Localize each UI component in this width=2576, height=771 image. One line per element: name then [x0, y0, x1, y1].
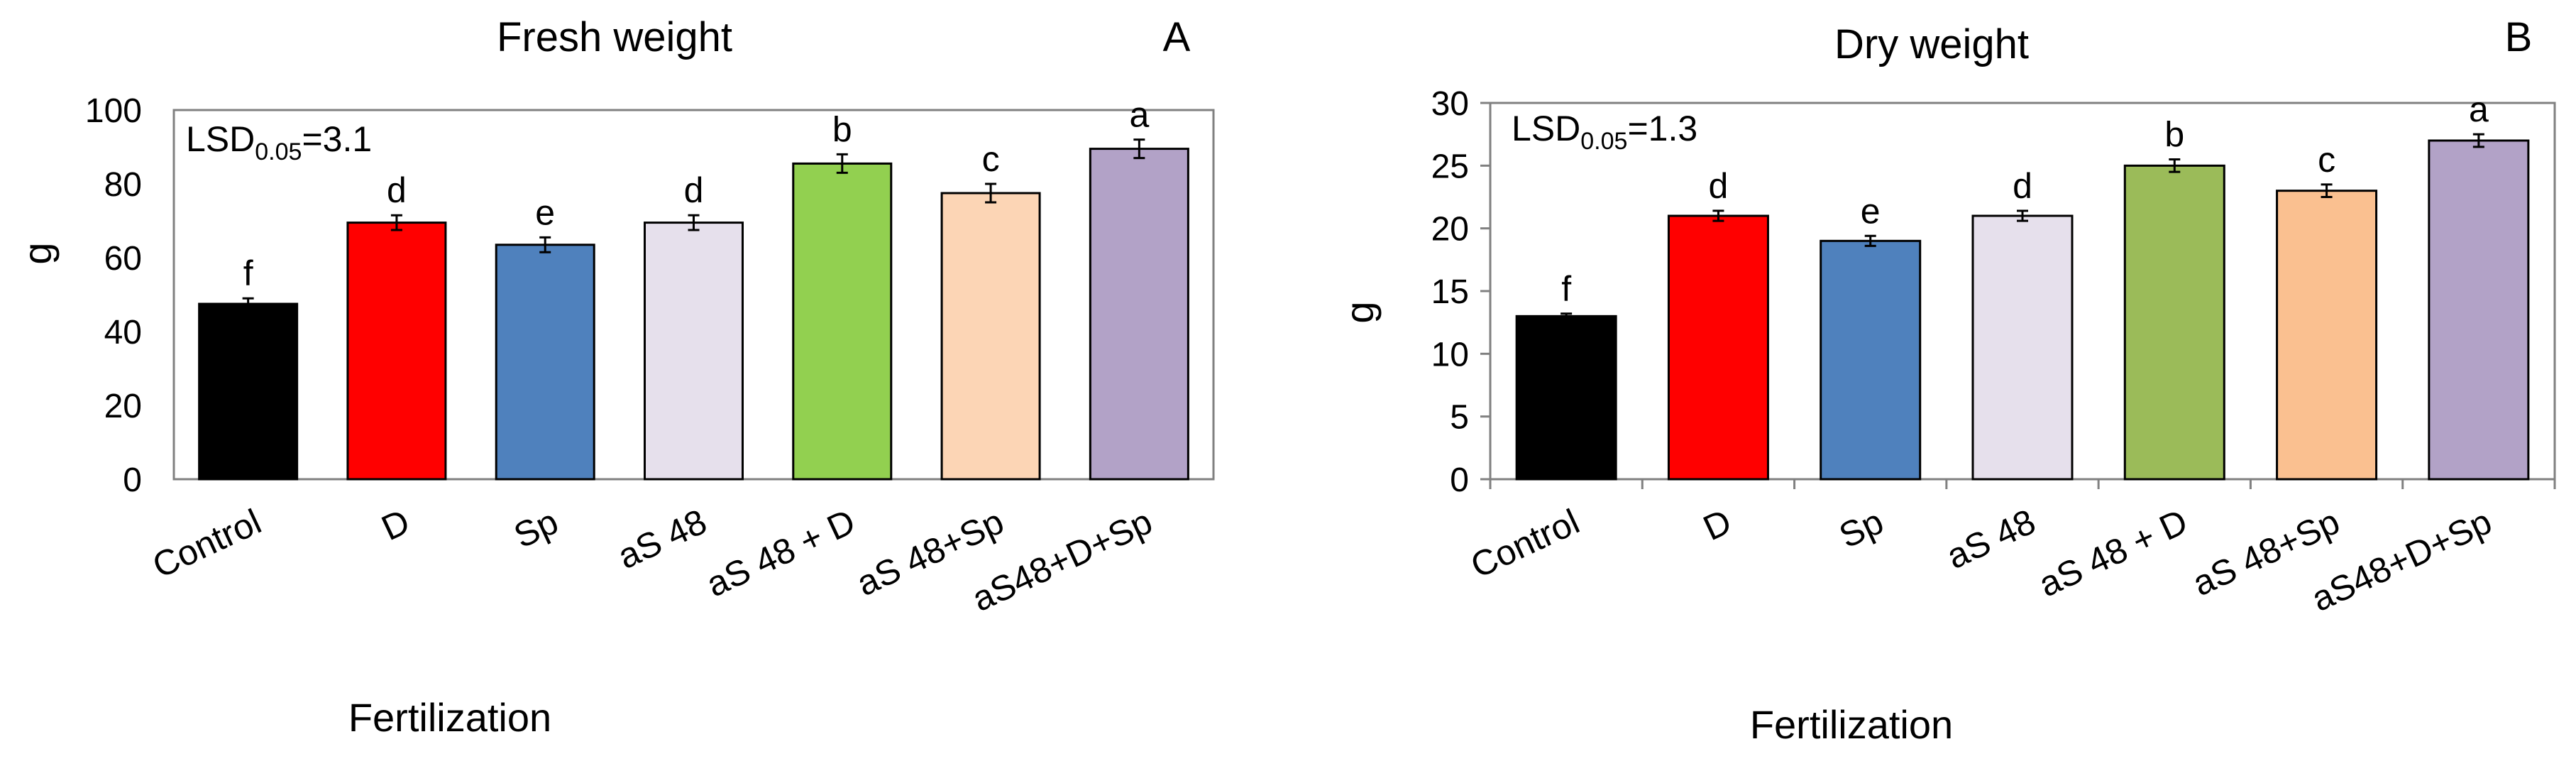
- x-tick-label: aS 48: [612, 501, 712, 576]
- error-bar: [1561, 312, 1573, 320]
- y-tick-label: 60: [104, 240, 142, 278]
- bar: [346, 222, 447, 481]
- lsd-annotation: LSD0.05=3.1: [186, 119, 372, 165]
- dry-weight-chart: Dry weight B LSD0.05=1.3 g Fertilization…: [1337, 14, 2556, 747]
- significance-letter: e: [535, 192, 555, 232]
- y-tick-label: 10: [1431, 336, 1469, 373]
- y-axis-label: g: [1337, 301, 1382, 323]
- lsd-value: =3.1: [302, 119, 372, 159]
- x-tick-label: aS 48 + D: [700, 501, 861, 604]
- y-tick-label: 0: [123, 461, 142, 499]
- error-bar: [2169, 158, 2181, 173]
- bar: [1820, 239, 1922, 481]
- chart-title: Dry weight: [1834, 21, 2029, 67]
- y-tick-label: 40: [104, 314, 142, 351]
- error-bar: [836, 153, 848, 174]
- panel-label: A: [1163, 14, 1191, 60]
- significance-letter: f: [243, 253, 253, 293]
- significance-letter: c: [2318, 140, 2335, 180]
- significance-letter: d: [2013, 166, 2032, 206]
- fresh-weight-chart: Fresh weight A LSD0.05=3.1 g Fertilizati…: [15, 14, 1215, 740]
- significance-letter: f: [1561, 269, 1571, 309]
- error-bar: [1133, 138, 1145, 160]
- bars: f d e d b c a: [198, 95, 1189, 481]
- x-axis-label: Fertilization: [1750, 702, 1953, 747]
- x-tick-label: Control: [147, 501, 268, 586]
- error-bar: [688, 214, 700, 231]
- error-bar: [2472, 133, 2484, 148]
- y-tick-label: 100: [85, 92, 142, 130]
- bar: [495, 244, 595, 481]
- bar: [1971, 214, 2074, 481]
- x-tick-label: aS 48: [1941, 501, 2042, 576]
- error-bar: [539, 236, 551, 253]
- x-axis-label: Fertilization: [348, 695, 551, 740]
- bar: [940, 192, 1041, 481]
- lsd-subscript: 0.05: [1580, 128, 1627, 155]
- error-bar: [985, 182, 997, 204]
- bar: [792, 162, 893, 481]
- bar: [1089, 148, 1189, 481]
- lsd-annotation: LSD0.05=1.3: [1512, 109, 1697, 155]
- y-tick-label: 0: [1450, 461, 1469, 499]
- significance-letter: c: [982, 139, 1000, 179]
- significance-letter: e: [1861, 191, 1881, 231]
- significance-letter: b: [832, 109, 852, 149]
- x-tick-label: Sp: [508, 501, 564, 556]
- y-tick-label: 15: [1431, 273, 1469, 311]
- bars: f d e d b c a: [1515, 89, 2530, 481]
- x-tick-label: aS 48 + D: [2032, 501, 2193, 604]
- bar: [2428, 139, 2530, 481]
- significance-letter: b: [2164, 115, 2184, 155]
- chart-title: Fresh weight: [497, 14, 732, 60]
- bar: [2123, 164, 2225, 481]
- significance-letter: a: [2469, 89, 2489, 129]
- error-bar: [2017, 209, 2028, 222]
- y-tick-label: 25: [1431, 148, 1469, 185]
- significance-letter: a: [1129, 95, 1149, 135]
- x-tick-label: Control: [1465, 501, 1585, 586]
- y-tick-label: 80: [104, 166, 142, 204]
- lsd-value: =1.3: [1627, 109, 1697, 148]
- error-bar: [1712, 209, 1724, 222]
- y-tick-label: 5: [1450, 399, 1469, 437]
- error-bar: [1864, 234, 1876, 247]
- x-tick-label: D: [375, 501, 415, 548]
- bar: [1667, 214, 1769, 481]
- significance-letter: d: [387, 170, 407, 210]
- error-bar: [2321, 183, 2333, 198]
- significance-letter: d: [684, 170, 704, 210]
- bar: [644, 222, 744, 481]
- significance-letter: d: [1709, 166, 1729, 206]
- y-tick-label: 30: [1431, 85, 1469, 123]
- bar: [198, 302, 299, 481]
- error-bar: [242, 297, 254, 311]
- y-axis-label: g: [15, 242, 60, 264]
- y-tick-label: 20: [1431, 211, 1469, 248]
- bar: [1515, 315, 1617, 481]
- error-bar: [390, 214, 402, 231]
- lsd-subscript: 0.05: [255, 138, 302, 165]
- panel-label: B: [2505, 14, 2533, 60]
- x-tick-label: Sp: [1833, 501, 1889, 556]
- y-axis-ticks: 0 20 40 60 80 100: [85, 92, 142, 499]
- bar: [2276, 190, 2378, 481]
- lsd-prefix: LSD: [186, 119, 255, 159]
- x-tick-label: D: [1697, 501, 1737, 548]
- y-tick-label: 20: [104, 388, 142, 425]
- lsd-prefix: LSD: [1512, 109, 1580, 148]
